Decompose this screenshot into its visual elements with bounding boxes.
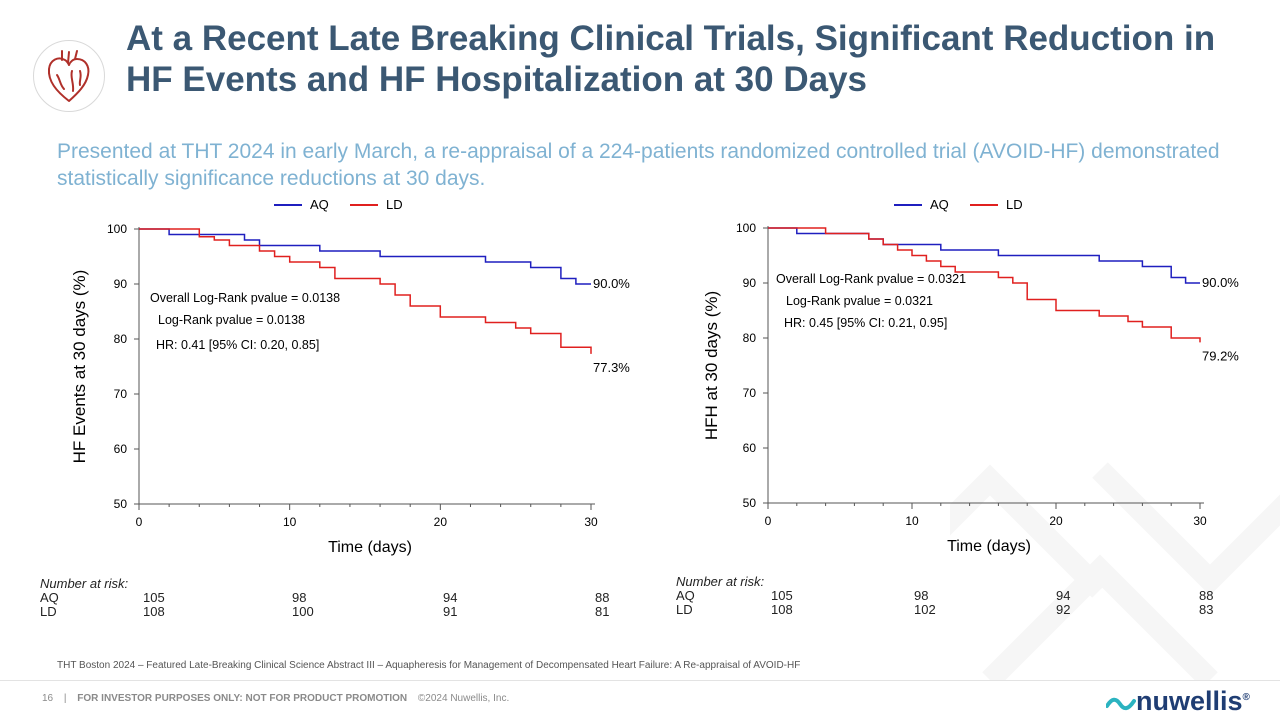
- risk-row-ld: LD 108 102 92 83: [676, 603, 1256, 617]
- background-pattern: [950, 462, 1280, 680]
- y-tick-label: 100: [736, 221, 756, 235]
- stat-annotation: Log-Rank pvalue = 0.0138: [158, 313, 305, 327]
- km-chart-hfh: 50 60 70 80 90 100 0 10 20 30 HFH at 30 days (%) Ti…: [702, 197, 1239, 555]
- risk-value: 105: [771, 588, 793, 603]
- y-tick-label: 100: [107, 222, 127, 236]
- risk-value: 83: [1199, 602, 1214, 617]
- legend-label: AQ: [310, 197, 329, 212]
- risk-group: LD: [40, 604, 57, 619]
- stat-annotation: Overall Log-Rank pvalue = 0.0138: [150, 291, 340, 305]
- y-tick-label: 60: [114, 442, 128, 456]
- risk-value: 105: [143, 590, 165, 605]
- risk-group: LD: [676, 602, 693, 617]
- y-axis-label: HF Events at 30 days (%): [70, 270, 89, 464]
- copyright: ©2024 Nuwellis, Inc.: [417, 693, 510, 704]
- footer-divider: [0, 680, 1280, 681]
- end-value-label: 90.0%: [1202, 275, 1239, 290]
- legend-label: LD: [1006, 197, 1023, 212]
- chart-hf-events: 50 60 70 80 90 100 0 10 20 30 HF Events at 30 days…: [30, 190, 650, 570]
- stat-annotation: Log-Rank pvalue = 0.0321: [786, 294, 933, 308]
- series-line-ld: [768, 227, 1201, 343]
- risk-value: 88: [1199, 588, 1214, 603]
- brand-symbol: ®: [1242, 692, 1250, 703]
- x-tick-label: 0: [765, 514, 772, 528]
- footer-separator: |: [63, 693, 67, 704]
- y-tick-label: 50: [114, 497, 128, 511]
- end-value-label: 90.0%: [593, 276, 630, 291]
- risk-row-aq: AQ 105 98 94 88: [676, 589, 1256, 603]
- risk-group: AQ: [40, 590, 59, 605]
- end-value-label: 79.2%: [1202, 348, 1239, 363]
- risk-table-label: Number at risk:: [676, 574, 765, 589]
- risk-group: AQ: [676, 588, 695, 603]
- risk-value: 88: [595, 590, 610, 605]
- y-tick-label: 90: [114, 277, 128, 291]
- end-value-label: 77.3%: [593, 360, 630, 375]
- x-axis-label: Time (days): [328, 539, 412, 556]
- y-tick-label: 80: [743, 331, 757, 345]
- heart-logo: [33, 40, 105, 112]
- series-line-aq: [139, 228, 591, 285]
- y-tick-label: 70: [743, 386, 757, 400]
- x-axis-label: Time (days): [947, 538, 1031, 555]
- x-tick-label: 20: [1049, 514, 1063, 528]
- footer: 16 | FOR INVESTOR PURPOSES ONLY: NOT FOR…: [42, 693, 509, 704]
- risk-value: 108: [771, 602, 793, 617]
- x-tick-label: 30: [1193, 514, 1207, 528]
- x-tick-label: 0: [136, 515, 143, 529]
- stat-annotation: HR: 0.41 [95% CI: 0.20, 0.85]: [156, 338, 319, 352]
- legend-label: LD: [386, 197, 403, 212]
- slide-title: At a Recent Late Breaking Clinical Trial…: [126, 19, 1216, 99]
- page-number: 16: [42, 693, 54, 704]
- chart-hfh: 50 60 70 80 90 100 0 10 20 30 HFH at 30 days (%) Ti…: [660, 190, 1280, 570]
- risk-row-ld: LD 108 100 91 81: [40, 605, 640, 619]
- risk-table-hfh: Number at risk: AQ 105 98 94 88 LD 108 1…: [676, 575, 1256, 617]
- heart-icon: [47, 50, 90, 102]
- stat-annotation: Overall Log-Rank pvalue = 0.0321: [776, 272, 966, 286]
- x-tick-label: 20: [434, 515, 448, 529]
- risk-value: 98: [914, 588, 929, 603]
- y-tick-label: 50: [743, 496, 757, 510]
- x-tick-label: 10: [905, 514, 919, 528]
- brand-name: nuwellis: [1136, 686, 1243, 716]
- footer-disclaimer: FOR INVESTOR PURPOSES ONLY: NOT FOR PROD…: [77, 693, 408, 704]
- risk-value: 98: [292, 590, 307, 605]
- brand-logo: nuwellis®: [1136, 686, 1250, 717]
- risk-value: 108: [143, 604, 165, 619]
- y-tick-label: 90: [743, 276, 757, 290]
- risk-table-hf-events: Number at risk: AQ 105 98 94 88 LD 108 1…: [40, 577, 640, 619]
- risk-value: 92: [1056, 602, 1071, 617]
- risk-value: 94: [1056, 588, 1071, 603]
- y-axis-label: HFH at 30 days (%): [702, 291, 721, 440]
- legend-label: AQ: [930, 197, 949, 212]
- stat-annotation: HR: 0.45 [95% CI: 0.21, 0.95]: [784, 316, 947, 330]
- y-tick-label: 70: [114, 387, 128, 401]
- slide-subtitle: Presented at THT 2024 in early March, a …: [57, 140, 1220, 190]
- risk-value: 81: [595, 604, 610, 619]
- x-tick-label: 30: [584, 515, 598, 529]
- series-line-ld: [139, 228, 592, 354]
- y-tick-label: 60: [743, 441, 757, 455]
- risk-value: 94: [443, 590, 458, 605]
- risk-value: 91: [443, 604, 458, 619]
- risk-value: 100: [292, 604, 314, 619]
- risk-value: 102: [914, 602, 936, 617]
- x-tick-label: 10: [283, 515, 297, 529]
- km-chart-hf-events: 50 60 70 80 90 100 0 10 20 30 HF Events at 30 days…: [70, 197, 630, 556]
- nuwellis-wave-icon: [1106, 697, 1136, 711]
- y-tick-label: 80: [114, 332, 128, 346]
- footnote: THT Boston 2024 – Featured Late-Breaking…: [57, 660, 801, 671]
- risk-row-aq: AQ 105 98 94 88: [40, 591, 640, 605]
- risk-table-label: Number at risk:: [40, 576, 129, 591]
